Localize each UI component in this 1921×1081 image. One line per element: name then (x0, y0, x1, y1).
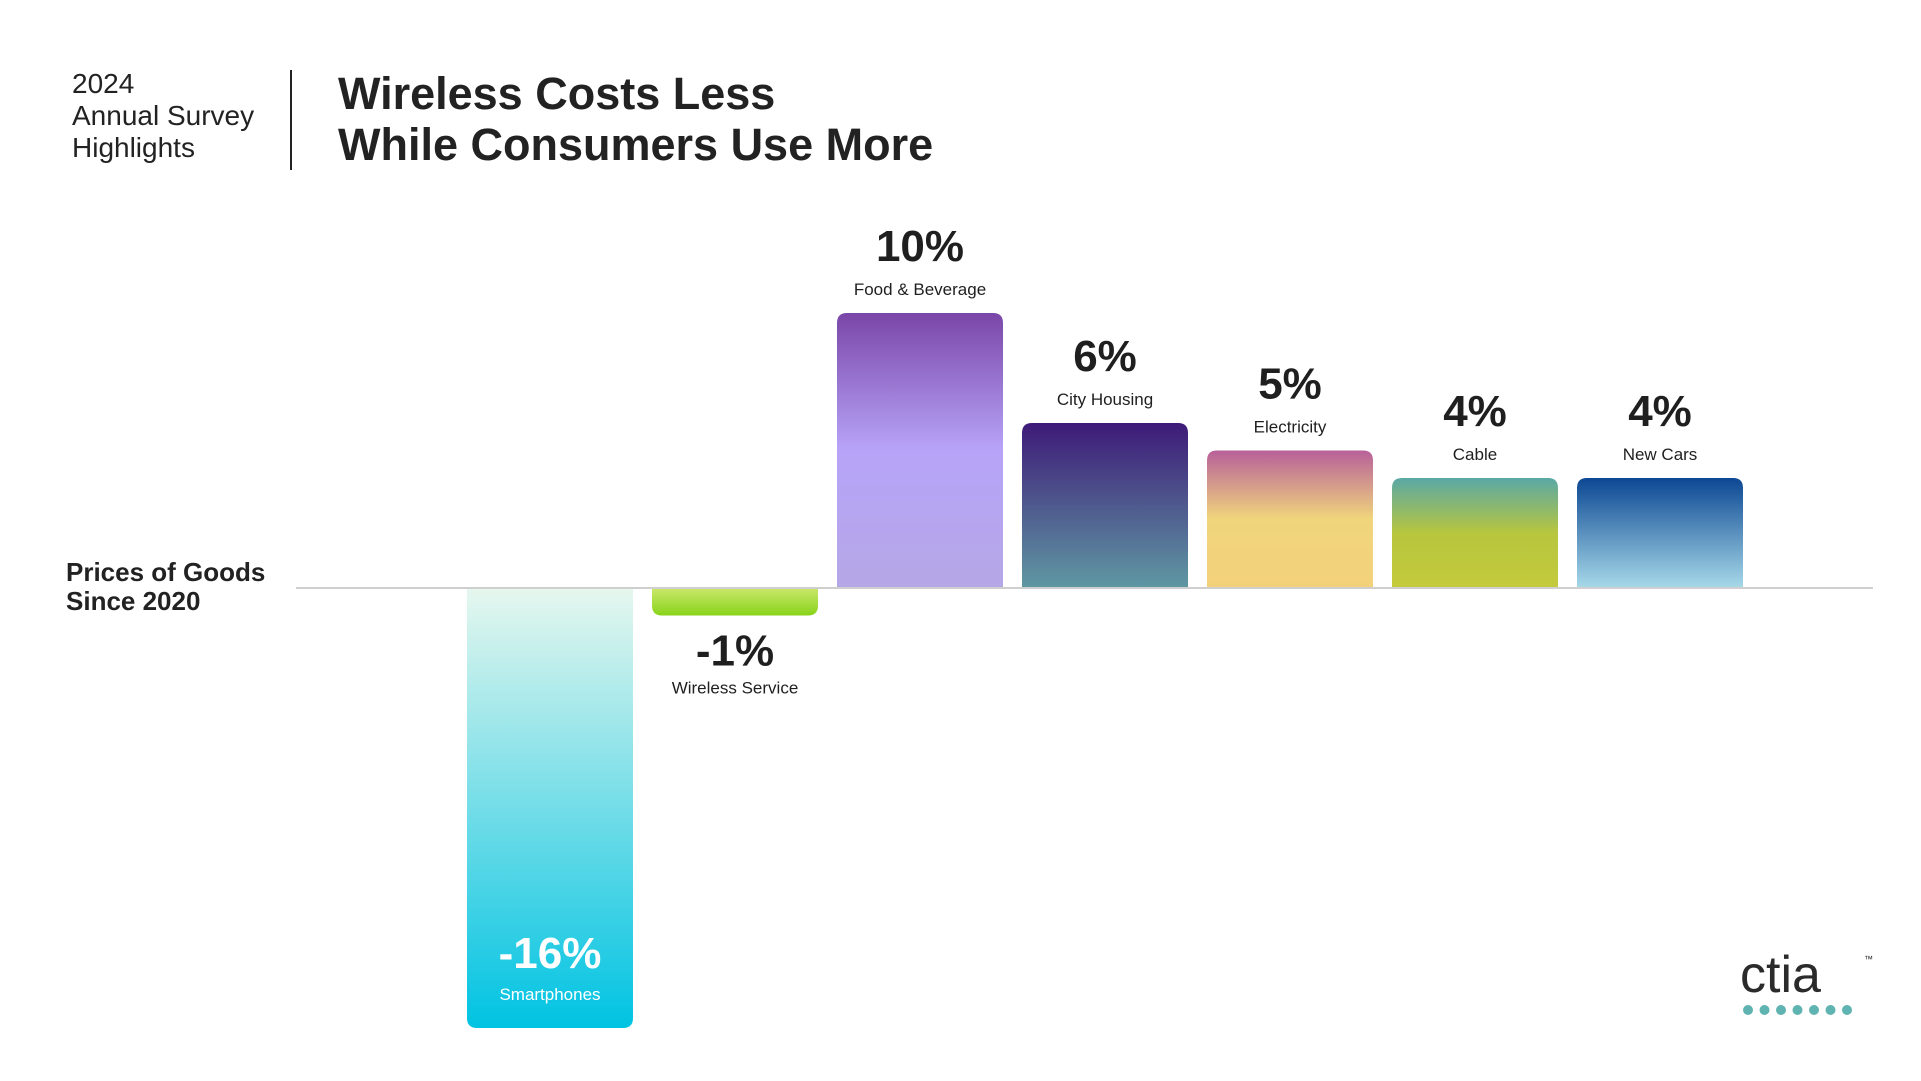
logo-dot (1792, 1005, 1803, 1015)
logo-dot (1759, 1005, 1770, 1015)
eyebrow-line-2: Annual Survey (72, 100, 255, 131)
bar-city-housing (1022, 423, 1188, 588)
logo-trademark: ™ (1864, 954, 1873, 964)
category-label-new-cars: New Cars (1623, 445, 1698, 464)
logo-wordmark: ctia (1740, 948, 1821, 1004)
value-label-new-cars: 4% (1628, 387, 1692, 436)
category-label-smartphones: Smartphones (499, 985, 600, 1004)
category-label-electricity: Electricity (1254, 418, 1327, 437)
eyebrow-year: 2024 (72, 68, 135, 99)
logo-dot (1825, 1005, 1836, 1015)
logo-dot (1842, 1005, 1852, 1015)
labels-layer: -16% Smartphones -1% Wireless Service 10% Foo… (499, 222, 1698, 1004)
bar-smartphones (467, 588, 633, 1028)
title-line-2: While Consumers Use More (338, 119, 934, 170)
logo-dot (1809, 1005, 1819, 1015)
page-title: Wireless Costs Less While Consumers Use … (338, 68, 933, 170)
bar-electricity (1207, 450, 1373, 588)
value-label-cable: 4% (1443, 387, 1507, 436)
value-label-electricity: 5% (1258, 360, 1322, 409)
bar-food-beverage (837, 313, 1003, 588)
value-label-city-housing: 6% (1073, 332, 1137, 381)
category-label-wireless-service: Wireless Service (672, 679, 799, 698)
bars-layer (467, 313, 1743, 1028)
category-label-food-beverage: Food & Beverage (854, 280, 986, 299)
bar-cable (1392, 478, 1558, 588)
y-axis-label-line-2: Since 2020 (66, 586, 201, 616)
eyebrow-line-3: Highlights (72, 132, 195, 163)
survey-eyebrow: 2024 Annual Survey Highlights (72, 68, 302, 164)
category-label-city-housing: City Housing (1057, 390, 1153, 409)
bar-wireless-service (652, 588, 818, 616)
header-divider (290, 70, 292, 170)
value-label-food-beverage: 10% (876, 222, 964, 271)
value-label-wireless-service: -1% (696, 627, 774, 676)
category-label-cable: Cable (1453, 445, 1497, 464)
logo-dot (1743, 1005, 1753, 1015)
y-axis-label-line-1: Prices of Goods (66, 557, 266, 587)
ctia-logo: ctia ™ (1740, 948, 1873, 1015)
y-axis-label: Prices of Goods Since 2020 (66, 558, 265, 616)
logo-dots (1743, 1005, 1852, 1015)
bar-new-cars (1577, 478, 1743, 588)
title-line-1: Wireless Costs Less (338, 68, 776, 119)
logo-dot (1776, 1005, 1786, 1015)
value-label-smartphones: -16% (499, 929, 602, 978)
